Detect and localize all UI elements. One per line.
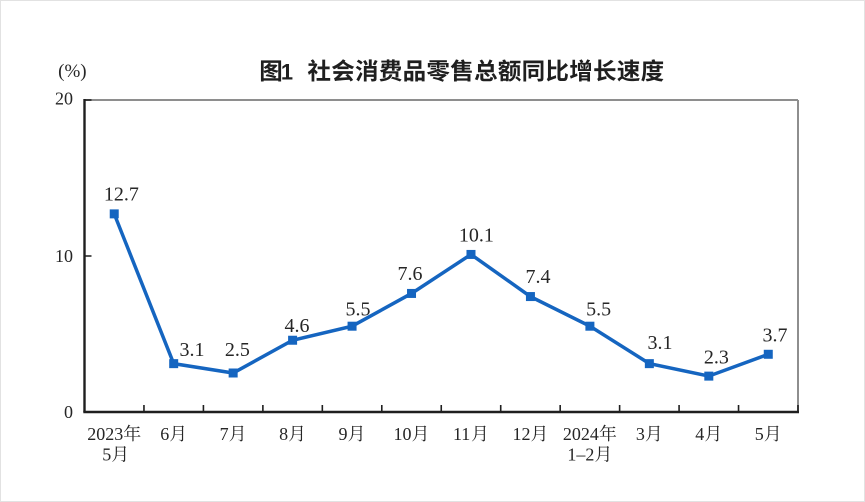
svg-text:4: 4 <box>695 424 704 444</box>
svg-text:7.4: 7.4 <box>526 266 551 288</box>
svg-text:10: 10 <box>394 424 412 444</box>
svg-text:6: 6 <box>160 424 169 444</box>
svg-text:7.6: 7.6 <box>398 263 423 285</box>
svg-text:12.7: 12.7 <box>104 183 139 205</box>
svg-text:10: 10 <box>55 246 73 266</box>
svg-text:5: 5 <box>102 445 111 465</box>
svg-text:3.1: 3.1 <box>648 332 673 354</box>
svg-text:10.1: 10.1 <box>459 224 494 246</box>
svg-text:1–2: 1–2 <box>567 445 594 465</box>
svg-text:5.5: 5.5 <box>346 298 371 320</box>
svg-text:8: 8 <box>279 424 288 444</box>
svg-text:4.6: 4.6 <box>285 315 310 337</box>
svg-text:0: 0 <box>64 402 73 422</box>
svg-text:9: 9 <box>339 424 348 444</box>
svg-text:3.1: 3.1 <box>180 339 205 361</box>
svg-text:5.5: 5.5 <box>586 299 611 321</box>
svg-text:5: 5 <box>755 424 764 444</box>
svg-text:2023: 2023 <box>87 424 123 444</box>
svg-text:3.7: 3.7 <box>763 324 788 346</box>
svg-text:2024: 2024 <box>563 424 599 444</box>
svg-text:2.5: 2.5 <box>225 339 250 361</box>
svg-text:20: 20 <box>55 89 73 109</box>
svg-text:7: 7 <box>220 424 229 444</box>
svg-text:11: 11 <box>453 424 470 444</box>
svg-text:1: 1 <box>281 59 293 84</box>
svg-text:(%): (%) <box>58 61 86 82</box>
svg-text:12: 12 <box>512 424 530 444</box>
svg-text:2.3: 2.3 <box>704 347 729 369</box>
svg-text:3: 3 <box>636 424 645 444</box>
